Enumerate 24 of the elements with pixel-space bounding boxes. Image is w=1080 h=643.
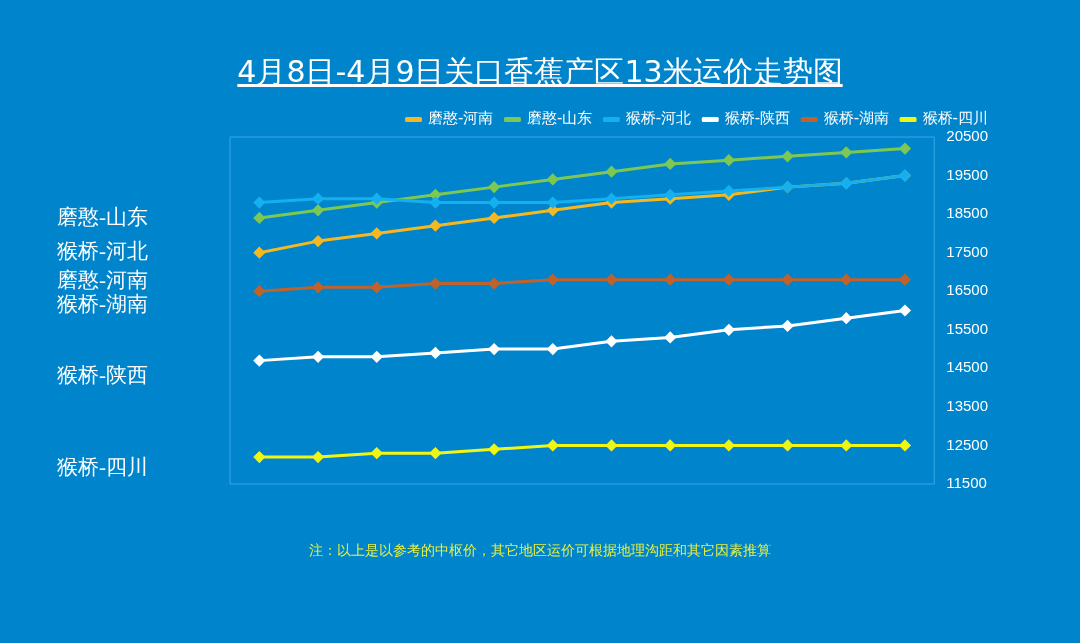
y-tick-label: 19500 — [946, 165, 989, 183]
y-tick-label: 18500 — [946, 204, 989, 222]
chart-title: 4月8日-4月9日关口香蕉产区13米运价走势图 — [236, 53, 844, 91]
legend-label: 猴桥-四川 — [922, 109, 989, 128]
text: 猴桥-湖南 — [57, 291, 148, 318]
text: 磨憨-河南 — [57, 267, 148, 293]
text: 磨憨-山东 — [57, 204, 148, 231]
y-tick-label: 16500 — [946, 281, 989, 299]
legend-label: 磨憨-山东 — [526, 109, 593, 128]
legend-label: 猴桥-陕西 — [724, 109, 791, 128]
y-tick-label: 17500 — [946, 242, 989, 260]
legend-label: 磨憨-河南 — [428, 109, 494, 128]
legend-label: 猴桥-湖南 — [823, 109, 890, 128]
text: 猴桥-河北 — [57, 238, 148, 265]
y-tick-label: 15500 — [946, 319, 989, 337]
y-tick-label: 20500 — [946, 127, 989, 145]
y-tick-label: 11500 — [946, 474, 987, 492]
y-tick-label: 12500 — [946, 435, 989, 453]
text: 猴桥-四川 — [57, 454, 148, 481]
text: 猴桥-陕西 — [57, 362, 148, 389]
text: 注：以上是以参考的中枢价，其它地区运价可根据地理沟距和其它因素推算 — [308, 542, 772, 560]
legend-label: 猴桥-河北 — [625, 109, 692, 128]
y-tick-label: 13500 — [946, 397, 989, 415]
y-tick-label: 14500 — [946, 358, 989, 376]
